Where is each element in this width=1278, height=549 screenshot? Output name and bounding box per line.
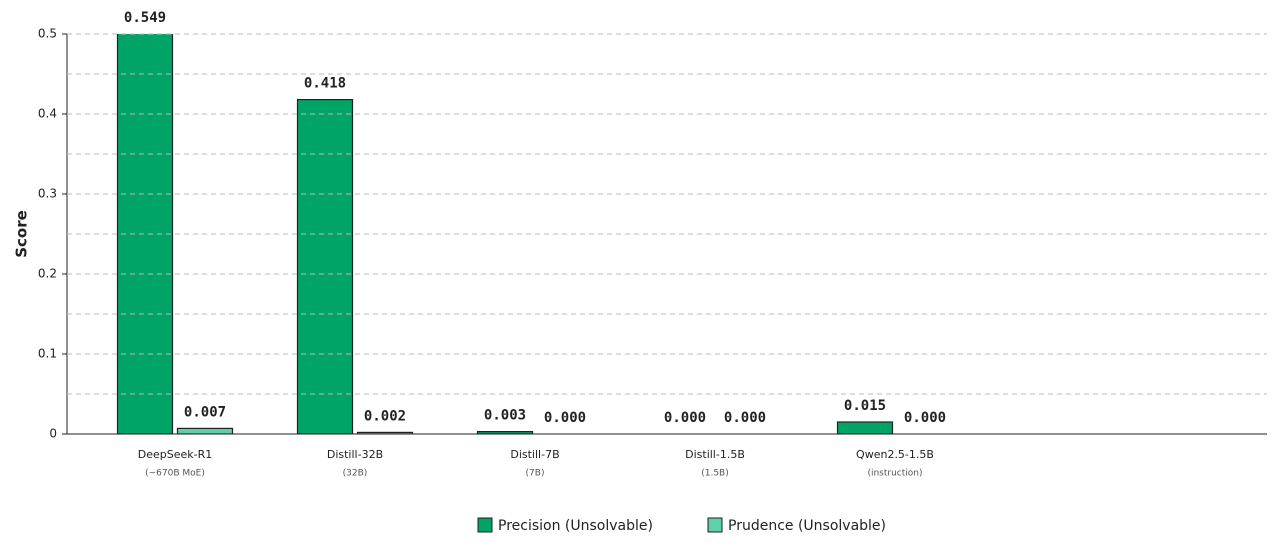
- x-tick-sublabel: (32B): [343, 469, 368, 479]
- value-label: 0.418: [304, 76, 346, 92]
- y-tick-label: 0.4: [38, 107, 57, 121]
- legend-swatch: [477, 517, 493, 533]
- bar: [296, 98, 354, 434]
- x-tick-sublabel: (instruction): [867, 469, 922, 479]
- x-tick-label: Distill-1.5B: [685, 448, 745, 461]
- bars: [116, 34, 894, 434]
- y-tick-label: 0.5: [38, 27, 57, 41]
- bar: [356, 431, 414, 434]
- legend-swatch: [707, 517, 723, 533]
- x-tick-label: Distill-7B: [510, 448, 559, 461]
- y-tick-label: 0.1: [38, 347, 57, 361]
- value-label: 0.000: [904, 410, 946, 426]
- value-label: 0.015: [844, 398, 886, 414]
- y-axis-label: Score: [13, 210, 31, 258]
- x-tick-label: DeepSeek-R1: [138, 448, 213, 461]
- bar: [836, 421, 894, 434]
- x-tick-label: Qwen2.5-1.5B: [856, 448, 934, 461]
- y-tick-label: 0.2: [38, 267, 57, 281]
- x-tick-sublabel: (7B): [526, 469, 545, 479]
- bar: [176, 427, 234, 434]
- value-label: 0.003: [484, 408, 526, 424]
- legend-label: Prudence (Unsolvable): [728, 518, 886, 534]
- value-label: 0.000: [724, 410, 766, 426]
- value-label: 0.002: [364, 408, 406, 424]
- value-label: 0.549: [124, 10, 166, 26]
- x-tick-sublabel: (~670B MoE): [145, 469, 205, 479]
- value-label: 0.007: [184, 404, 226, 420]
- x-tick-label: Distill-32B: [327, 448, 383, 461]
- bar: [116, 34, 174, 434]
- y-tick-label: 0.3: [38, 187, 57, 201]
- value-label: 0.000: [544, 410, 586, 426]
- x-tick-sublabel: (1.5B): [701, 469, 729, 479]
- y-tick-label: 0: [49, 427, 57, 441]
- bar: [476, 431, 534, 434]
- value-label: 0.000: [664, 410, 706, 426]
- legend-label: Precision (Unsolvable): [498, 518, 653, 534]
